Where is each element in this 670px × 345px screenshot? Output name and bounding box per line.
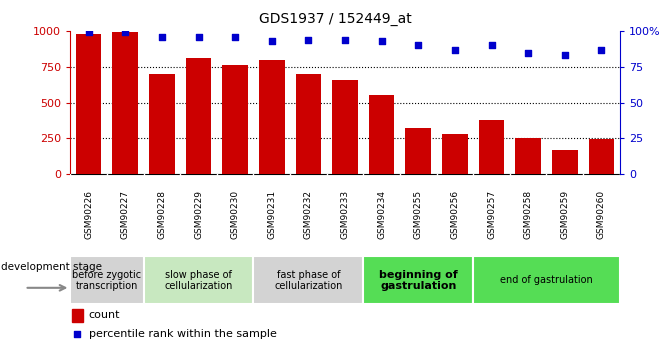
Text: GSM90234: GSM90234 (377, 190, 386, 239)
Point (157, 34, 168, 40)
Text: beginning of
gastrulation: beginning of gastrulation (379, 269, 458, 291)
Bar (442, 134, 468, 174)
Point (377, 38, 387, 44)
Bar (222, 66, 248, 174)
Text: end of gastrulation: end of gastrulation (500, 275, 593, 285)
Text: GSM90257: GSM90257 (487, 190, 496, 239)
Bar (515, 138, 541, 174)
Point (193, 34, 204, 40)
Point (450, 47, 460, 52)
Bar (76, 34, 101, 174)
Point (303, 37, 314, 42)
Text: GSM90260: GSM90260 (597, 190, 606, 239)
Text: fast phase of
cellularization: fast phase of cellularization (274, 269, 342, 291)
Bar (369, 96, 395, 174)
Text: GSM90229: GSM90229 (194, 190, 203, 239)
Bar (72, 309, 83, 322)
Bar (473, 256, 620, 304)
Bar (143, 256, 253, 304)
Bar (589, 139, 614, 174)
Bar (149, 74, 175, 174)
Text: slow phase of
cellularization: slow phase of cellularization (164, 269, 232, 291)
Point (413, 43, 423, 48)
Text: GSM90230: GSM90230 (230, 190, 240, 239)
Bar (70, 256, 143, 304)
Bar (259, 60, 285, 174)
Point (267, 38, 277, 44)
Bar (186, 58, 211, 174)
Bar (363, 256, 473, 304)
Text: GSM90228: GSM90228 (157, 190, 166, 239)
Point (523, 50, 533, 55)
Bar (552, 150, 578, 174)
Text: GSM90258: GSM90258 (524, 190, 533, 239)
Bar (295, 74, 321, 174)
Text: count: count (88, 310, 121, 320)
Text: GSM90226: GSM90226 (84, 190, 93, 239)
Point (596, 47, 607, 52)
Text: GSM90255: GSM90255 (414, 190, 423, 239)
Bar (405, 128, 431, 174)
Point (83, 30, 94, 35)
Text: GSM90233: GSM90233 (340, 190, 350, 239)
Text: GDS1937 / 152449_at: GDS1937 / 152449_at (259, 12, 411, 26)
Text: percentile rank within the sample: percentile rank within the sample (88, 328, 277, 338)
Text: GSM90227: GSM90227 (121, 190, 130, 239)
Text: GSM90256: GSM90256 (450, 190, 460, 239)
Text: GSM90232: GSM90232 (304, 190, 313, 239)
Point (486, 43, 497, 48)
Text: GSM90259: GSM90259 (560, 190, 570, 239)
Point (120, 30, 131, 35)
Text: before zygotic
transcription: before zygotic transcription (72, 269, 141, 291)
Text: development stage: development stage (1, 262, 103, 272)
Text: GSM90231: GSM90231 (267, 190, 276, 239)
Bar (332, 80, 358, 174)
Bar (479, 120, 505, 174)
Bar (113, 32, 138, 174)
Point (230, 34, 241, 40)
Point (559, 53, 570, 58)
Bar (253, 256, 363, 304)
Point (72, 331, 82, 336)
Point (340, 37, 350, 42)
